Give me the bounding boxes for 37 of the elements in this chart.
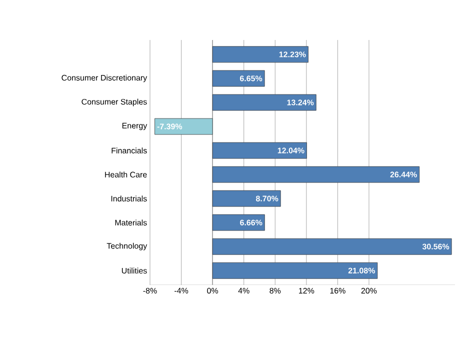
- data-label: 6.66%: [240, 220, 262, 226]
- bar: [212, 142, 307, 159]
- data-label: 30.56%: [422, 244, 450, 250]
- x-tick-label: 4%: [238, 288, 250, 294]
- bar: [212, 190, 281, 207]
- y-tick-label: Energy: [122, 122, 148, 130]
- bar: [212, 262, 378, 279]
- x-tick-label: 8%: [270, 288, 281, 294]
- bar: [212, 94, 316, 111]
- y-tick-label: Industrials: [111, 196, 147, 202]
- x-tick-label: -8%: [143, 288, 157, 294]
- x-tick-label: 0%: [207, 288, 218, 294]
- bar: [212, 214, 265, 231]
- x-tick-label: 12%: [299, 288, 314, 294]
- bar: [212, 166, 420, 183]
- bar: [212, 70, 265, 87]
- bar: [154, 118, 213, 135]
- data-label: 8.70%: [256, 196, 278, 202]
- y-tick-label: Materials: [115, 220, 147, 226]
- data-label: 12.23%: [279, 52, 306, 58]
- data-label: 26.44%: [390, 172, 417, 178]
- x-tick-label: 16%: [330, 288, 346, 294]
- data-label: 6.65%: [240, 76, 262, 82]
- x-tick-label: 20%: [361, 288, 377, 294]
- y-tick-label: Utilities: [122, 268, 147, 274]
- data-label: -7.39%: [157, 124, 182, 130]
- y-tick-label: Technology: [106, 242, 148, 250]
- data-label: 12.04%: [278, 148, 304, 154]
- y-tick-label: Financials: [112, 148, 147, 154]
- data-label: 13.24%: [287, 100, 314, 106]
- bar: [212, 46, 308, 63]
- data-label: 21.08%: [348, 268, 375, 274]
- bar: [212, 238, 452, 255]
- y-tick-label: Consumer Staples: [82, 98, 147, 106]
- y-tick-label: Consumer Discretionary: [62, 74, 148, 82]
- y-tick-label: Health Care: [105, 172, 147, 178]
- x-tick-label: -4%: [174, 288, 188, 294]
